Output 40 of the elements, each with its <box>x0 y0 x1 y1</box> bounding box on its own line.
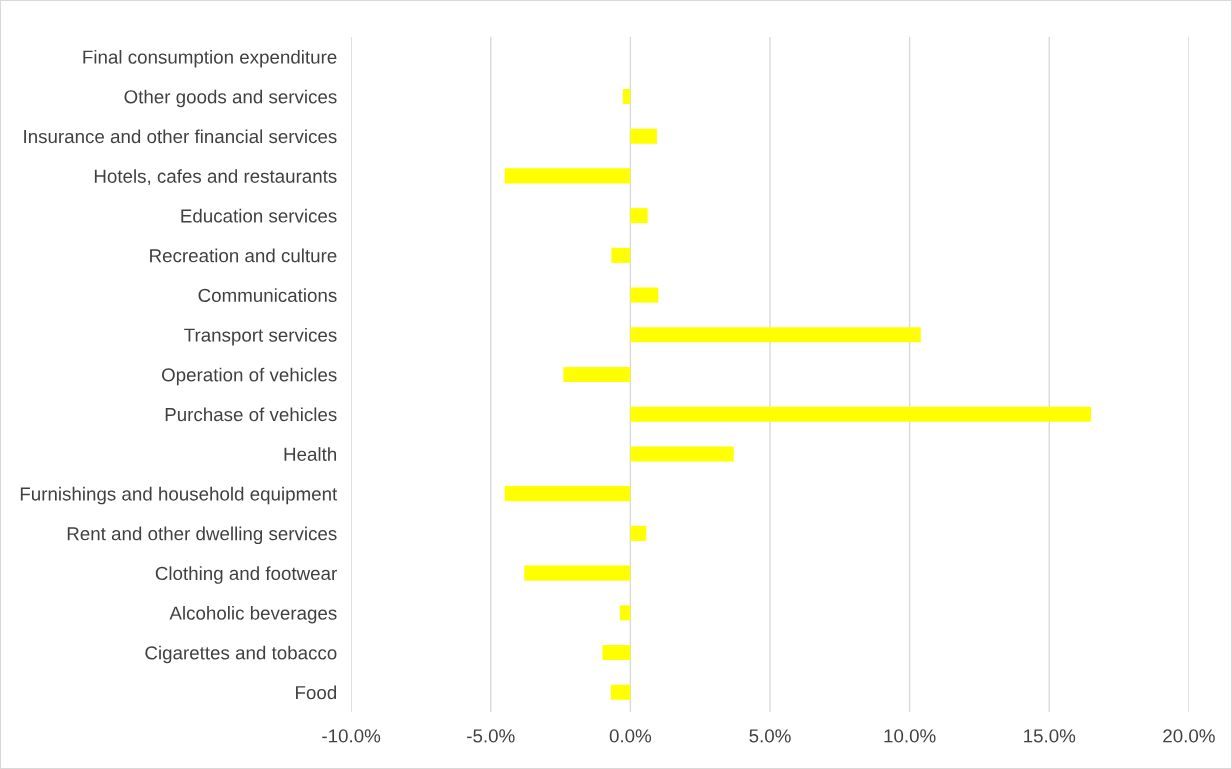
bar <box>630 208 648 224</box>
bar <box>622 88 631 105</box>
y-tick-label: Cigarettes and tobacco <box>145 645 337 664</box>
y-tick-label: Final consumption expenditure <box>83 49 337 68</box>
bar <box>619 605 631 621</box>
bar <box>602 644 631 661</box>
bar <box>630 327 921 343</box>
y-tick-label: Other goods and services <box>124 89 337 108</box>
y-tick-label: Communications <box>198 288 337 303</box>
bar <box>630 406 1092 422</box>
y-tick-label: Insurance and other financial services <box>24 129 337 144</box>
y-tick-label: Health <box>284 447 337 461</box>
x-tick-label: 15.0% <box>1024 729 1076 743</box>
bar <box>504 486 631 502</box>
y-tick-label: Alcoholic beverages <box>169 606 337 624</box>
y-tick-label: Furnishings and household equipment <box>20 486 338 505</box>
bar <box>524 565 631 581</box>
bar <box>630 446 734 462</box>
bar <box>611 247 631 263</box>
x-tick-label: -5.0% <box>467 729 515 743</box>
bar <box>610 684 631 700</box>
x-tick-label: 0.0% <box>609 729 652 743</box>
x-tick-label: 20.0% <box>1163 729 1215 743</box>
bar <box>630 128 657 144</box>
y-tick-label: Purchase of vehicles <box>165 407 337 422</box>
bar <box>630 287 659 303</box>
y-tick-label: Hotels, cafes and restaurants <box>94 169 337 186</box>
y-tick-label: Recreation and culture <box>150 248 337 263</box>
bar <box>563 366 631 383</box>
y-tick-label: Food <box>296 685 337 700</box>
bar <box>630 525 647 541</box>
x-tick-label: 10.0% <box>884 729 936 743</box>
y-tick-label: Transport services <box>184 327 337 346</box>
y-tick-label: Clothing and footwear <box>155 566 337 584</box>
x-tick-label: 5.0% <box>749 729 791 743</box>
x-tick-label: -10.0% <box>322 729 381 743</box>
y-tick-label: Operation of vehicles <box>161 367 337 386</box>
y-tick-label: Rent and other dwelling services <box>67 526 337 545</box>
y-tick-label: Education services <box>181 208 337 223</box>
bar <box>504 168 631 184</box>
